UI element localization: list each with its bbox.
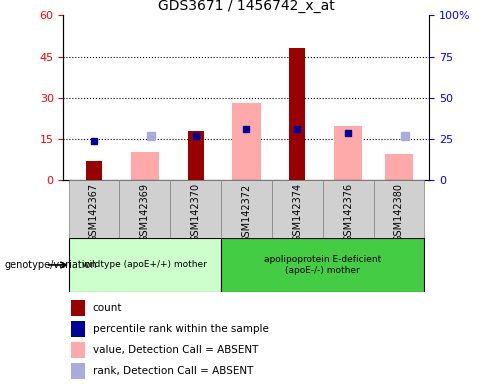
Bar <box>373 180 425 238</box>
Text: GSM142374: GSM142374 <box>292 184 302 242</box>
Bar <box>323 180 373 238</box>
Bar <box>232 103 261 180</box>
Bar <box>71 363 85 379</box>
Bar <box>170 180 221 238</box>
Text: percentile rank within the sample: percentile rank within the sample <box>93 324 268 334</box>
Bar <box>71 342 85 358</box>
Bar <box>71 300 85 316</box>
Bar <box>385 154 413 180</box>
Text: GSM142380: GSM142380 <box>394 184 404 242</box>
Bar <box>120 180 170 238</box>
Text: wildtype (apoE+/+) mother: wildtype (apoE+/+) mother <box>82 260 207 270</box>
Bar <box>289 48 305 180</box>
Text: genotype/variation: genotype/variation <box>5 260 98 270</box>
Text: GSM142367: GSM142367 <box>89 184 99 242</box>
Title: GDS3671 / 1456742_x_at: GDS3671 / 1456742_x_at <box>158 0 335 13</box>
Text: rank, Detection Call = ABSENT: rank, Detection Call = ABSENT <box>93 366 253 376</box>
Bar <box>272 180 323 238</box>
Bar <box>71 321 85 337</box>
Bar <box>68 180 120 238</box>
Text: apolipoprotein E-deficient
(apoE-/-) mother: apolipoprotein E-deficient (apoE-/-) mot… <box>264 255 381 275</box>
Bar <box>131 152 159 180</box>
Bar <box>221 180 272 238</box>
Bar <box>221 238 425 292</box>
Text: GSM142370: GSM142370 <box>191 184 201 242</box>
Bar <box>187 131 203 180</box>
Text: GSM142372: GSM142372 <box>242 184 251 243</box>
Bar <box>86 161 102 180</box>
Text: count: count <box>93 303 122 313</box>
Bar <box>68 238 221 292</box>
Text: value, Detection Call = ABSENT: value, Detection Call = ABSENT <box>93 345 258 355</box>
Text: GSM142376: GSM142376 <box>343 184 353 242</box>
Text: GSM142369: GSM142369 <box>140 184 150 242</box>
Bar <box>334 126 362 180</box>
